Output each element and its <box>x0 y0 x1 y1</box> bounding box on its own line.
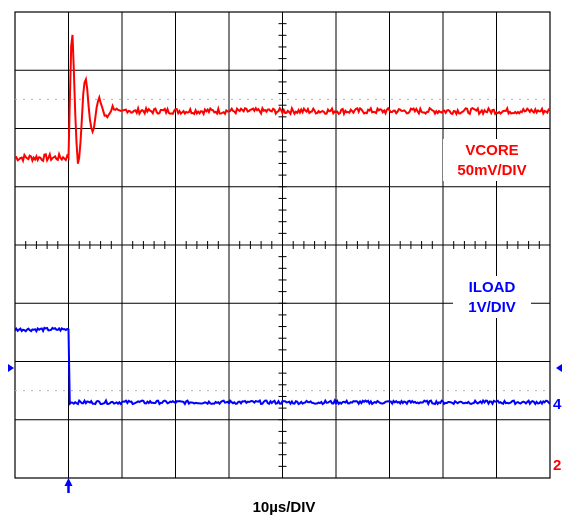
iload-channel-label: ILOAD <box>469 279 516 296</box>
vcore-scale-label: 50mV/DIV <box>457 162 526 179</box>
iload-label-bg <box>453 276 531 318</box>
trigger-level-left-arrow <box>8 364 14 372</box>
trigger-position-arrow <box>64 478 73 486</box>
vcore-label-bg <box>443 139 541 181</box>
channel-markers <box>8 364 562 493</box>
waveform-traces <box>14 34 551 407</box>
vcore-channel-label: VCORE <box>465 142 518 159</box>
trigger-level-right-arrow <box>556 364 562 372</box>
iload-waveform <box>14 326 551 407</box>
vcore-waveform <box>14 34 551 164</box>
ch2-ground-marker: 2 <box>553 457 561 474</box>
iload-scale-label: 1V/DIV <box>468 299 516 316</box>
graticule-grid <box>14 11 551 479</box>
ch4-ground-marker: 4 <box>553 396 562 413</box>
timebase-label: 10µs/DIV <box>253 499 316 516</box>
